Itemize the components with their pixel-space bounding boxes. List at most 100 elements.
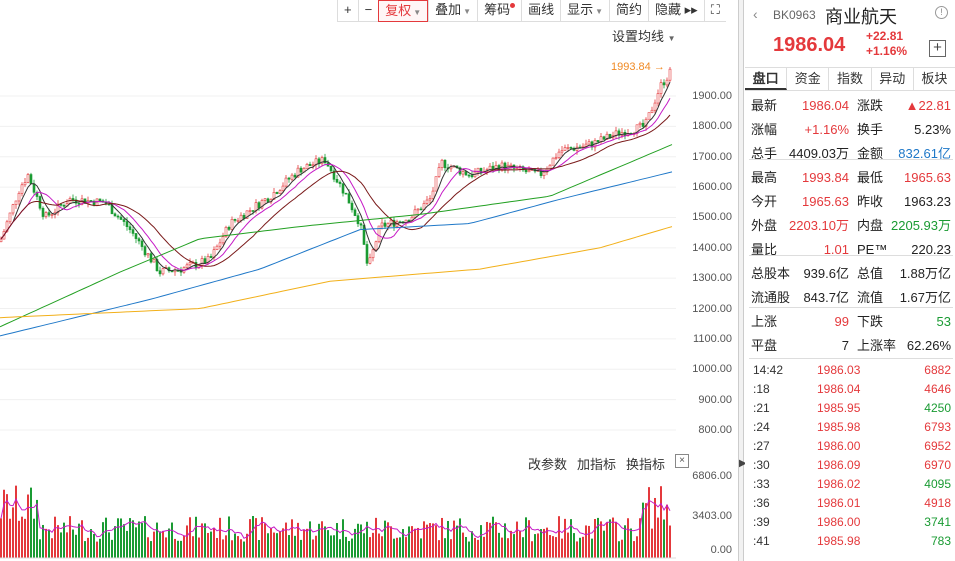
volume-bar (363, 533, 365, 558)
stat-label: 金额 (857, 146, 884, 161)
fullscreen-button-label: ⛶ (710, 2, 720, 17)
volume-bar (636, 536, 638, 558)
tab-0[interactable]: 盘口 (745, 68, 788, 90)
tick-row: :18 1986.04 4646 (745, 382, 955, 401)
price-tick-label: 1000.00 (692, 363, 732, 376)
volume-bar (375, 517, 377, 558)
zoom-in-button[interactable]: + (337, 0, 358, 22)
kline-chart-pane[interactable]: + − 复权 ▼ 叠加 ▼ 筹码 画线 显示 ▼ 简约 隐藏 ▸▸ ⛶ 设置均线 ▼ 1993.84 →… (0, 0, 740, 561)
candle-body (425, 199, 429, 204)
stat-label: 最新 (751, 98, 778, 113)
volume-bar (462, 532, 464, 558)
ma20-line (0, 114, 671, 267)
stat-label: 最低 (857, 170, 884, 185)
volume-bar (312, 539, 314, 558)
stat-separator (749, 159, 953, 160)
indicator-toolbar: 改参数 加指标 换指标 × (528, 454, 690, 473)
volume-bar (573, 533, 575, 558)
chips-button[interactable]: 筹码 (477, 0, 521, 22)
tick-volume: 6793 (924, 420, 951, 434)
display-button-label: 显示 (567, 2, 594, 17)
tab-3[interactable]: 异动 (872, 68, 914, 90)
candle-body (449, 166, 453, 170)
zoom-out-button[interactable]: − (357, 0, 379, 22)
fullscreen-button[interactable]: ⛶ (703, 0, 726, 22)
add-indicator-button[interactable]: 加指标 (577, 457, 617, 472)
tab-2[interactable]: 指数 (829, 68, 872, 90)
tick-time: :21 (753, 401, 770, 415)
tab-1[interactable]: 资金 (787, 68, 830, 90)
candle-body (227, 226, 231, 230)
simple-button[interactable]: 简约 (609, 0, 648, 22)
volume-bar (588, 525, 590, 558)
volume-tick-label: 3403.00 (692, 510, 732, 522)
candle-body (251, 210, 255, 212)
candle-body (299, 167, 303, 173)
stat-label: 换手 (857, 122, 884, 137)
candle-body (656, 93, 660, 104)
price-axis: 1900.00 1800.00 1700.00 1600.00 1500.00 1400.… (676, 22, 738, 452)
stat-value: 1965.63 (802, 194, 849, 209)
volume-bar (192, 536, 194, 558)
candle-body (386, 223, 390, 227)
volume-bar (159, 531, 161, 558)
close-icon[interactable]: × (675, 454, 690, 468)
price-tick-label: 1500.00 (692, 211, 732, 224)
panel-divider[interactable] (738, 0, 744, 561)
candle-body (413, 209, 417, 218)
candle-body (566, 147, 570, 149)
price-tick-label: 1900.00 (692, 90, 732, 102)
volume-bar (45, 528, 47, 558)
volume-bar (528, 520, 530, 558)
volume-bar (489, 522, 491, 558)
overlay-button[interactable]: 叠加 ▼ (428, 0, 477, 22)
tick-price: 1985.95 (817, 401, 861, 415)
volume-bar (120, 518, 122, 558)
tick-row: :24 1985.98 6793 (745, 420, 955, 439)
tab-4[interactable]: 板块 (921, 71, 948, 86)
volume-bar (0, 518, 2, 558)
candlestick-chart[interactable] (0, 22, 676, 452)
adjust-button[interactable]: 复权 ▼ (378, 0, 429, 22)
sector-name: 商业航天 (825, 7, 897, 27)
volume-bar (324, 526, 326, 558)
volume-bar (252, 516, 254, 558)
stat-label: 最高 (751, 170, 778, 185)
candle-body (344, 192, 348, 195)
candle-body (0, 238, 3, 243)
volume-bar (156, 522, 158, 558)
volume-bar (243, 541, 245, 558)
chevron-left-icon[interactable]: ‹ (753, 6, 758, 22)
candle-body (617, 130, 621, 136)
volume-bar (561, 538, 563, 558)
price-tick-label: 1100.00 (693, 332, 732, 345)
ma-settings-button[interactable]: 设置均线 ▼ (612, 29, 676, 44)
volume-bar (444, 538, 446, 558)
volume-bar (477, 539, 479, 558)
volume-bar (495, 522, 497, 558)
volume-bar (498, 532, 500, 558)
candle-body (284, 177, 288, 187)
volume-bar (42, 524, 44, 558)
switch-indicator-button[interactable]: 换指标 (626, 457, 666, 472)
volume-bar (429, 523, 431, 558)
volume-bar (525, 517, 527, 558)
volume-bar (258, 539, 260, 558)
info-icon[interactable]: ! (935, 6, 948, 19)
change-params-button[interactable]: 改参数 (528, 457, 568, 472)
candle-body (551, 157, 555, 166)
volume-bar (72, 529, 74, 558)
collapse-arrow-icon[interactable]: ▶ (739, 458, 747, 469)
draw-line-button[interactable]: 画线 (521, 0, 560, 22)
volume-bar (459, 518, 461, 558)
add-watchlist-icon[interactable]: + (929, 40, 946, 57)
candle-body (119, 216, 123, 220)
volume-bar (123, 524, 125, 558)
hide-button[interactable]: 隐藏 ▸▸ (648, 0, 704, 22)
candle-body (134, 233, 138, 239)
display-button[interactable]: 显示 ▼ (560, 0, 609, 22)
tick-time: :39 (753, 515, 770, 529)
volume-chart[interactable] (0, 476, 676, 561)
candle-body (515, 167, 519, 170)
volume-bar (315, 535, 317, 558)
